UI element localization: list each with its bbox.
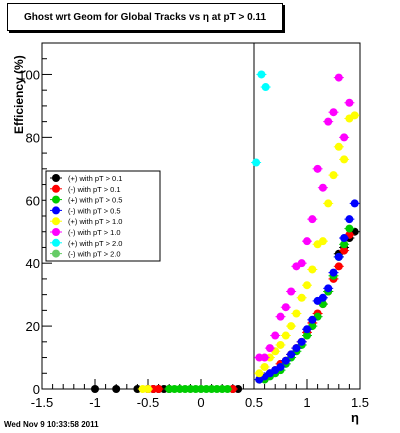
data-point bbox=[334, 73, 343, 82]
legend-label: (+) with pT > 2.0 bbox=[68, 239, 122, 248]
data-point bbox=[287, 350, 296, 359]
y-tick-label: 20 bbox=[26, 319, 40, 334]
data-point bbox=[350, 199, 359, 208]
data-point bbox=[318, 183, 327, 192]
data-point bbox=[334, 262, 343, 271]
data-point bbox=[318, 293, 327, 302]
legend-swatch bbox=[52, 184, 60, 193]
x-axis-label: η bbox=[351, 410, 359, 425]
data-point bbox=[334, 142, 343, 151]
data-point bbox=[292, 344, 301, 353]
data-point bbox=[340, 155, 349, 164]
data-point bbox=[257, 70, 266, 79]
timestamp-footer: Wed Nov 9 10:33:58 2011 bbox=[4, 420, 99, 429]
data-point bbox=[223, 385, 232, 393]
data-point bbox=[265, 344, 274, 353]
data-point bbox=[281, 356, 290, 365]
y-tick-label: 100 bbox=[18, 67, 40, 82]
data-point bbox=[281, 303, 290, 312]
y-tick-label: 0 bbox=[33, 382, 40, 397]
x-tick-label: -1.5 bbox=[31, 395, 53, 410]
x-tick-label: 0 bbox=[197, 395, 204, 410]
data-point bbox=[303, 281, 311, 290]
data-point bbox=[334, 252, 343, 261]
data-point bbox=[281, 331, 290, 340]
y-axis-label: Efficiency (%) bbox=[12, 55, 26, 134]
data-point bbox=[297, 259, 306, 268]
data-point bbox=[313, 164, 322, 173]
data-point bbox=[144, 385, 152, 393]
legend-swatch bbox=[52, 206, 60, 215]
data-point bbox=[303, 331, 311, 340]
data-point bbox=[324, 199, 333, 208]
data-point bbox=[340, 246, 349, 255]
legend-swatch bbox=[52, 217, 60, 226]
data-point bbox=[345, 224, 354, 233]
x-tick-label: -0.5 bbox=[137, 395, 159, 410]
data-point bbox=[260, 353, 269, 362]
data-point bbox=[297, 337, 306, 346]
x-tick-label: 1 bbox=[303, 395, 310, 410]
data-point bbox=[308, 315, 317, 324]
data-point bbox=[276, 312, 285, 321]
data-point bbox=[329, 108, 338, 117]
title-box: Ghost wrt Geom for Global Tracks vs η at… bbox=[7, 3, 283, 31]
legend-label: (-) with pT > 1.0 bbox=[68, 228, 121, 237]
data-point bbox=[255, 369, 264, 378]
legend-label: (+) with pT > 1.0 bbox=[68, 217, 122, 226]
data-point bbox=[276, 340, 285, 349]
legend-swatch bbox=[52, 228, 60, 236]
data-point bbox=[340, 133, 349, 142]
data-point bbox=[324, 117, 333, 126]
data-point bbox=[252, 158, 261, 167]
data-point bbox=[345, 98, 354, 107]
data-point bbox=[308, 215, 317, 224]
data-point bbox=[329, 171, 338, 180]
legend-label: (-) with pT > 0.5 bbox=[68, 206, 121, 215]
data-point bbox=[112, 385, 121, 393]
legend-label: (-) with pT > 0.1 bbox=[68, 185, 121, 194]
data-point bbox=[271, 331, 280, 340]
x-tick-label: 0.5 bbox=[245, 395, 263, 410]
data-point bbox=[329, 268, 338, 277]
data-point bbox=[350, 111, 359, 120]
legend-label: (-) with pT > 2.0 bbox=[68, 250, 121, 259]
data-point bbox=[91, 385, 99, 393]
data-point bbox=[324, 284, 333, 293]
data-point bbox=[287, 322, 296, 331]
data-point bbox=[276, 362, 285, 371]
y-tick-label: 80 bbox=[26, 130, 40, 145]
data-point bbox=[154, 385, 163, 393]
data-point bbox=[297, 293, 306, 302]
data-point bbox=[261, 83, 270, 92]
data-point bbox=[303, 237, 311, 246]
data-point bbox=[345, 215, 354, 224]
legend-swatch bbox=[52, 174, 60, 182]
legend-box bbox=[45, 170, 161, 262]
data-point bbox=[303, 325, 311, 334]
data-point bbox=[260, 362, 269, 371]
data-point bbox=[318, 237, 327, 246]
data-point bbox=[287, 287, 296, 296]
x-tick-label: 1.5 bbox=[351, 395, 369, 410]
data-point bbox=[340, 240, 349, 249]
data-point bbox=[292, 309, 301, 318]
data-point bbox=[340, 234, 349, 243]
x-tick-label: -1 bbox=[89, 395, 101, 410]
y-tick-label: 60 bbox=[26, 193, 40, 208]
legend-swatch bbox=[52, 238, 60, 247]
y-tick-label: 40 bbox=[26, 256, 40, 271]
legend-label: (+) with pT > 0.1 bbox=[68, 174, 122, 183]
chart-title: Ghost wrt Geom for Global Tracks vs η at… bbox=[23, 12, 267, 23]
data-point bbox=[308, 265, 317, 274]
legend-swatch bbox=[52, 249, 60, 258]
legend-label: (+) with pT > 0.5 bbox=[68, 196, 122, 205]
legend-swatch bbox=[52, 195, 60, 204]
